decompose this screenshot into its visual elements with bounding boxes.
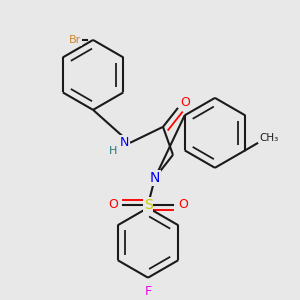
Text: F: F bbox=[144, 285, 152, 298]
Text: CH₃: CH₃ bbox=[260, 133, 279, 143]
Text: O: O bbox=[180, 96, 190, 110]
Text: N: N bbox=[119, 136, 129, 149]
Text: O: O bbox=[178, 198, 188, 211]
Text: O: O bbox=[108, 198, 118, 211]
Text: S: S bbox=[144, 198, 152, 212]
Text: H: H bbox=[109, 146, 117, 156]
Text: N: N bbox=[150, 171, 160, 185]
Text: Br: Br bbox=[69, 35, 81, 45]
